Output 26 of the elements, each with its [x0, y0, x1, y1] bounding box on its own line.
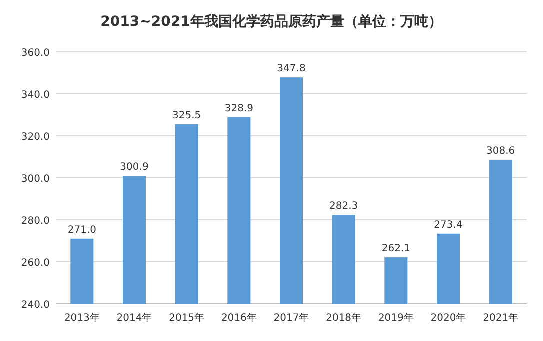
y-tick-label: 300.0 [21, 174, 50, 185]
data-label: 347.8 [277, 64, 306, 75]
x-tick-label: 2015年 [169, 312, 205, 324]
data-label: 308.6 [486, 146, 516, 157]
x-tick-label: 2016年 [221, 312, 257, 324]
data-label: 271.0 [68, 224, 96, 236]
data-label: 325.5 [172, 110, 202, 122]
y-tick-label: 360.0 [21, 48, 50, 59]
y-tick-label: 320.0 [21, 132, 50, 143]
x-tick-label: 2019年 [378, 312, 414, 324]
data-label: 273.4 [434, 220, 463, 231]
y-tick-label: 340.0 [21, 90, 50, 101]
x-tick-label: 2018年 [326, 312, 362, 324]
x-tick-label: 2017年 [274, 312, 310, 324]
x-tick-label: 2020年 [430, 312, 466, 324]
x-tick-label: 2013年 [64, 312, 100, 324]
y-tick-label: 260.0 [21, 258, 50, 269]
data-label: 282.3 [330, 201, 358, 212]
chart-title: 2013~2021年我国化学药品原药产量（单位：万吨） [100, 13, 442, 30]
data-label: 328.9 [224, 103, 254, 114]
y-tick-label: 240.0 [21, 300, 50, 311]
y-tick-label: 280.0 [21, 216, 50, 227]
data-label: 262.1 [382, 244, 410, 255]
data-label: 300.9 [120, 162, 149, 174]
x-tick-label: 2021年 [483, 312, 519, 324]
x-tick-label: 2014年 [116, 312, 152, 324]
